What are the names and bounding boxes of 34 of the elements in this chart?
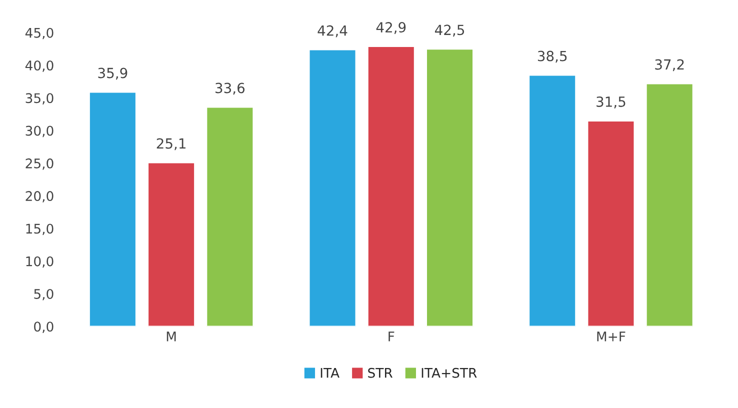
y-tick-label: 5,0 <box>34 288 54 300</box>
bar <box>645 82 694 326</box>
data-label: 31,5 <box>596 96 626 108</box>
y-tick-label: 25,0 <box>26 158 54 170</box>
bar <box>308 48 357 326</box>
data-label: 37,2 <box>655 59 684 72</box>
bar <box>366 46 416 326</box>
data-label: 33,6 <box>216 82 245 95</box>
y-tick-label: 35,0 <box>26 93 54 104</box>
data-label: 25,1 <box>156 138 186 150</box>
bar <box>426 48 474 326</box>
x-tick-label: M <box>166 332 176 342</box>
x-tick-label: M+F <box>597 332 626 342</box>
legend-label: STR <box>368 368 392 378</box>
x-tick-label: F <box>388 332 394 342</box>
bar <box>528 74 576 326</box>
bar <box>206 106 254 326</box>
data-label: 38,5 <box>538 50 567 63</box>
bar <box>586 120 636 326</box>
bar <box>88 91 137 326</box>
y-tick-label: 30,0 <box>26 126 54 138</box>
y-tick-label: 15,0 <box>26 224 54 236</box>
y-tick-label: 20,0 <box>26 191 54 202</box>
data-label: 42,4 <box>318 25 348 38</box>
data-label: 42,9 <box>376 22 406 34</box>
data-label: 42,5 <box>434 24 464 37</box>
y-tick-label: 40,0 <box>25 60 54 72</box>
y-tick-label: 10,0 <box>26 256 54 268</box>
legend-label: ITA <box>320 368 340 378</box>
legend-label: ITA+STR <box>422 368 477 378</box>
y-tick-label: 45,0 <box>25 28 54 40</box>
y-tick-label: 0,0 <box>34 322 54 333</box>
data-label: 35,9 <box>98 68 128 80</box>
bar <box>147 162 196 326</box>
